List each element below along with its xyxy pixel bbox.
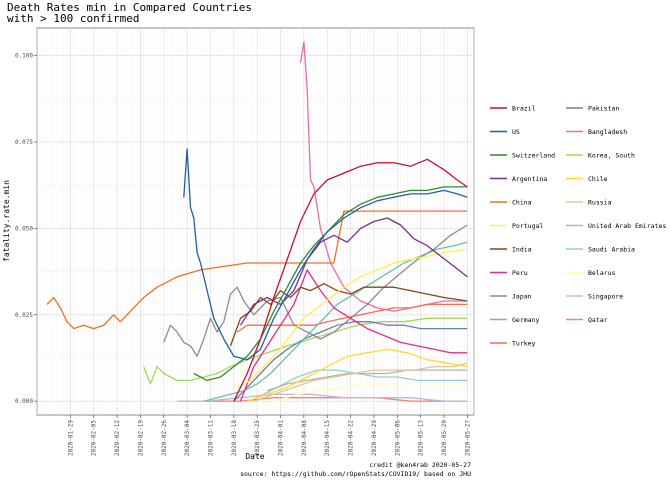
- chart-title-line1: Death Rates min in Compared Countries: [7, 1, 252, 14]
- x-tick-label: 2020-02-26: [161, 420, 168, 457]
- legend-label: Pakistan: [588, 105, 619, 113]
- legend-label: Russia: [588, 199, 612, 207]
- legend-label: United Arab Emirates: [588, 222, 666, 230]
- series-line-singapore: [177, 393, 468, 402]
- series-line-russia: [253, 362, 468, 402]
- legend-label: Korea, South: [588, 152, 635, 160]
- x-tick-label: 2020-03-25: [254, 420, 261, 457]
- x-axis-title: Date: [245, 452, 264, 461]
- legend-label: Germany: [512, 316, 539, 324]
- series-line-us: [183, 148, 468, 361]
- series-line-korea-south: [143, 317, 468, 385]
- legend-label: Chile: [588, 175, 608, 183]
- legend-label: Portugal: [512, 222, 543, 230]
- series-line-saudi-arabia: [256, 369, 468, 399]
- x-tick-label: 2020-02-05: [91, 420, 98, 457]
- legend-label: Argentina: [512, 175, 547, 183]
- legend: Brazil US Switzerland Argentina China Portuga…: [490, 105, 666, 348]
- x-tick-label: 2020-04-29: [371, 420, 378, 457]
- x-tick-label: 2020-04-01: [278, 420, 285, 457]
- y-axis-title: fatality.rate.min: [2, 180, 11, 262]
- x-tick-label: 2020-04-08: [301, 420, 308, 457]
- x-tick-label: 2020-03-11: [207, 420, 214, 457]
- series-line-peru: [239, 269, 468, 402]
- grid-lines: [36, 28, 475, 415]
- x-axis: 2020-01-29 2020-02-05 2020-02-12 2020-02-19…: [67, 415, 471, 456]
- series-line-india: [229, 283, 468, 347]
- series-line-chile: [246, 348, 468, 402]
- legend-label: Japan: [512, 293, 532, 301]
- series-line-germany: [203, 241, 468, 402]
- caption-credit: credit @ken4rab 2020-05-27: [369, 461, 471, 469]
- x-tick-label: 2020-03-04: [184, 420, 191, 457]
- x-tick-label: 2020-05-06: [394, 420, 401, 457]
- x-tick-label: 2020-01-29: [67, 420, 74, 457]
- legend-label: China: [512, 199, 532, 207]
- legend-label: India: [512, 246, 532, 254]
- x-tick-label: 2020-05-27: [464, 420, 471, 457]
- legend-label: Switzerland: [512, 152, 555, 160]
- legend-label: Turkey: [512, 340, 536, 348]
- x-tick-label: 2020-03-18: [231, 420, 238, 457]
- chart-title-line2: with > 100 confirmed: [7, 12, 139, 25]
- series-line-pakistan: [233, 321, 468, 402]
- series-line-portugal: [236, 248, 468, 388]
- x-tick-label: 2020-02-19: [137, 420, 144, 457]
- legend-label: Saudi Arabia: [588, 246, 635, 254]
- x-tick-label: 2020-04-15: [324, 420, 331, 457]
- series-line-switzerland: [193, 186, 468, 382]
- y-tick-label: 0.050: [15, 225, 33, 232]
- caption-source: source: https://github.com/rOpenStats/CO…: [240, 470, 471, 478]
- series-line-japan: [163, 224, 468, 357]
- y-tick-label: 0.100: [15, 53, 33, 60]
- y-tick-label: 0.025: [15, 312, 33, 319]
- series-line-united-arab-emirates: [266, 369, 468, 392]
- x-tick-label: 2020-05-13: [418, 420, 425, 457]
- legend-label: Qatar: [588, 316, 608, 324]
- legend-label: Peru: [512, 269, 528, 277]
- x-tick-label: 2020-04-22: [348, 420, 355, 457]
- y-axis: 0.000 0.025 0.050 0.075 0.100: [15, 53, 37, 405]
- series-line-belarus: [273, 383, 468, 402]
- legend-label: Brazil: [512, 105, 536, 113]
- x-tick-label: 2020-05-20: [441, 420, 448, 457]
- legend-label: Belarus: [588, 269, 615, 277]
- series-line-china: [46, 210, 468, 330]
- legend-label: US: [512, 128, 520, 136]
- y-tick-label: 0.000: [15, 398, 33, 405]
- legend-label: Singapore: [588, 293, 623, 301]
- legend-label: Bangladesh: [588, 128, 627, 136]
- series-lines: [46, 41, 468, 402]
- series-line-brazil: [233, 158, 468, 402]
- x-tick-label: 2020-02-12: [114, 420, 121, 457]
- y-tick-label: 0.075: [15, 139, 33, 146]
